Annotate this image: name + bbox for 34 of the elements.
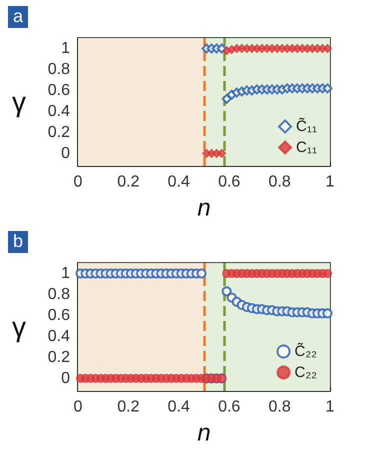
x-tick-label: 0.8 bbox=[268, 174, 291, 190]
legend-label: C̃₁₁ bbox=[296, 118, 318, 135]
legend-label: C₁₁ bbox=[296, 139, 318, 156]
x-tick-label: 0.6 bbox=[218, 398, 240, 416]
x-axis-title: n bbox=[197, 194, 211, 222]
legend-label: C₂₂ bbox=[294, 364, 318, 381]
y-tick-label: 0.4 bbox=[48, 102, 70, 120]
y-tick-label: 0 bbox=[61, 370, 70, 387]
y-tick-label: 0.6 bbox=[48, 82, 70, 99]
y-axis-title: γ bbox=[12, 312, 26, 342]
x-tick-label: 1 bbox=[326, 174, 335, 190]
x-tick-label: 0.6 bbox=[218, 174, 240, 190]
y-tick-label: 0.4 bbox=[48, 328, 70, 345]
x-tick-label: 1 bbox=[326, 398, 335, 416]
x-tick-label: 0.8 bbox=[268, 398, 291, 416]
y-tick-label: 0.2 bbox=[48, 348, 70, 366]
y-tick-label: 0.8 bbox=[48, 286, 70, 303]
x-tick-label: 0.2 bbox=[117, 174, 140, 190]
y-tick-label: 1 bbox=[61, 264, 70, 282]
y-axis-title: γ bbox=[12, 86, 26, 118]
x-axis-title: n bbox=[197, 420, 211, 446]
x-tick-label: 0 bbox=[74, 174, 83, 190]
x-tick-label: 0 bbox=[74, 398, 83, 416]
y-tick-label: 0.6 bbox=[48, 306, 70, 324]
y-tick-label: 0.8 bbox=[48, 60, 70, 78]
x-tick-label: 0.2 bbox=[117, 398, 140, 416]
y-tick-label: 0 bbox=[61, 144, 70, 162]
legend-label: C̃₂₂ bbox=[294, 342, 318, 360]
y-tick-label: 1 bbox=[61, 40, 70, 57]
y-tick-label: 0.2 bbox=[48, 124, 70, 141]
chart-title: b bbox=[13, 231, 24, 251]
chart-title: a bbox=[13, 6, 24, 26]
x-tick-label: 0.4 bbox=[168, 398, 190, 416]
x-tick-label: 0.4 bbox=[168, 174, 190, 190]
